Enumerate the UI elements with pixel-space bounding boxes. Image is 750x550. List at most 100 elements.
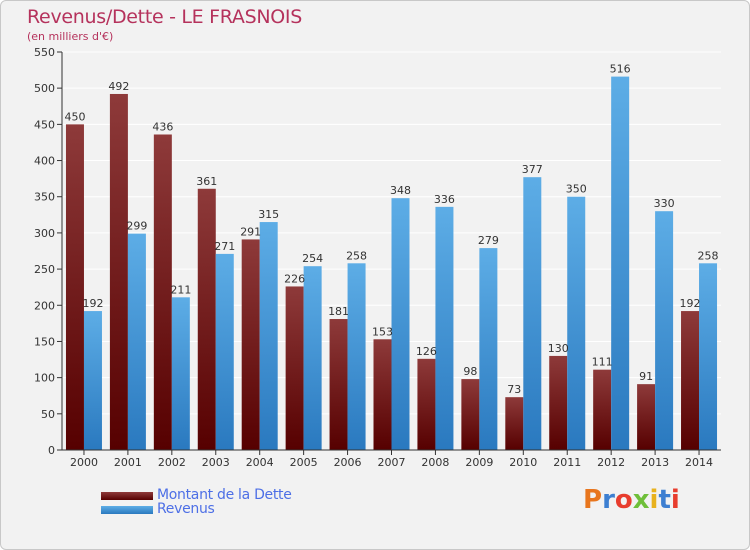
logo-letter: t <box>658 485 671 515</box>
data-label-revenus: 254 <box>302 252 323 265</box>
data-label-dette: 98 <box>463 365 477 378</box>
bar-revenus <box>83 311 102 450</box>
legend-swatch-dette <box>101 492 153 500</box>
data-label-revenus: 315 <box>258 208 279 221</box>
bar-dette <box>373 339 392 450</box>
y-tick-label: 350 <box>34 191 55 204</box>
legend-swatch-revenus <box>101 506 153 514</box>
data-label-dette: 130 <box>548 342 569 355</box>
proxiti-logo: Proxiti <box>583 485 680 515</box>
bar-revenus <box>435 206 454 450</box>
bar-dette <box>593 369 612 450</box>
chart-subtitle: (en milliers d'€) <box>27 30 114 43</box>
x-tick-label: 2007 <box>378 456 406 469</box>
logo-letter: P <box>583 485 603 515</box>
x-tick-label: 2003 <box>202 456 230 469</box>
logo-letter: o <box>614 485 633 515</box>
legend-label-revenus: Revenus <box>157 501 215 517</box>
bar-revenus <box>479 248 498 450</box>
data-label-dette: 91 <box>639 370 653 383</box>
data-label-dette: 436 <box>152 120 173 133</box>
data-label-revenus: 211 <box>170 283 191 296</box>
data-label-dette: 291 <box>240 225 261 238</box>
bar-dette <box>65 124 84 450</box>
data-label-revenus: 348 <box>390 184 411 197</box>
data-label-revenus: 279 <box>478 234 499 247</box>
bar-dette <box>505 397 524 450</box>
chart-title: Revenus/Dette - LE FRASNOIS <box>27 6 302 28</box>
data-label-revenus: 258 <box>698 249 719 262</box>
legend-label-dette: Montant de la Dette <box>157 487 292 503</box>
x-tick-label: 2009 <box>465 456 493 469</box>
x-tick-label: 2000 <box>70 456 98 469</box>
y-tick-label: 300 <box>34 227 55 240</box>
x-tick-label: 2005 <box>290 456 318 469</box>
logo-letter: i <box>649 485 659 515</box>
bar-dette <box>637 384 656 450</box>
axes: 0 50 100 150 200 250 300 350 400 450 500 550 2000 200… <box>34 46 721 469</box>
bar-dette <box>197 188 216 450</box>
y-tick-label: 100 <box>34 372 55 385</box>
bar-dette <box>461 379 480 450</box>
bar-revenus <box>611 76 630 450</box>
bar-revenus <box>259 222 278 450</box>
y-tick-label: 450 <box>34 118 55 131</box>
y-tick-label: 200 <box>34 299 55 312</box>
x-tick-label: 2004 <box>246 456 274 469</box>
bar-revenus <box>303 266 322 450</box>
data-label-revenus: 330 <box>654 197 675 210</box>
x-tick-label: 2013 <box>641 456 669 469</box>
bar-dette <box>285 286 304 450</box>
data-label-dette: 126 <box>416 345 437 358</box>
data-label-dette: 192 <box>680 297 701 310</box>
data-label-dette: 450 <box>64 110 85 123</box>
data-label-revenus: 516 <box>610 63 631 76</box>
data-label-revenus: 336 <box>434 193 455 206</box>
data-label-revenus: 350 <box>566 183 587 196</box>
y-tick-label: 150 <box>34 335 55 348</box>
x-tick-label: 2001 <box>114 456 142 469</box>
data-label-dette: 181 <box>328 305 349 318</box>
x-tick-label: 2006 <box>334 456 362 469</box>
data-label-revenus: 192 <box>82 297 103 310</box>
x-tick-label: 2012 <box>597 456 625 469</box>
bar-revenus <box>655 211 674 450</box>
data-label-revenus: 258 <box>346 249 367 262</box>
data-label-dette: 73 <box>507 383 521 396</box>
logo-letter: r <box>602 485 615 515</box>
bar-dette <box>241 239 260 450</box>
bar-revenus <box>523 177 542 450</box>
bars <box>65 76 718 450</box>
bar-dette <box>109 93 128 450</box>
bar-dette <box>153 134 172 450</box>
data-label-dette: 153 <box>372 325 393 338</box>
bar-dette <box>549 355 568 450</box>
data-label-revenus: 271 <box>214 240 235 253</box>
x-tick-label: 2011 <box>553 456 581 469</box>
y-tick-label: 550 <box>34 46 55 59</box>
bar-revenus <box>215 253 234 450</box>
logo-letter: x <box>632 485 650 515</box>
data-label-dette: 111 <box>592 356 613 369</box>
bar-revenus <box>699 263 718 450</box>
bar-revenus <box>171 297 190 450</box>
bar-dette <box>329 319 348 450</box>
x-tick-label: 2008 <box>421 456 449 469</box>
data-label-revenus: 377 <box>522 163 543 176</box>
bar-revenus <box>347 263 366 450</box>
bar-dette <box>681 311 700 450</box>
bar-revenus <box>567 196 586 450</box>
x-tick-label: 2010 <box>509 456 537 469</box>
data-label-dette: 492 <box>108 80 129 93</box>
bar-revenus <box>391 198 410 450</box>
data-label-dette: 361 <box>196 175 217 188</box>
x-tick-label: 2002 <box>158 456 186 469</box>
y-tick-label: 500 <box>34 82 55 95</box>
y-tick-label: 0 <box>48 444 55 457</box>
data-labels: 450 192 492 299 436 211 361 271 291 315 226 254 181 2… <box>64 63 718 397</box>
x-tick-label: 2014 <box>685 456 713 469</box>
y-tick-label: 50 <box>41 408 55 421</box>
data-label-dette: 226 <box>284 272 305 285</box>
